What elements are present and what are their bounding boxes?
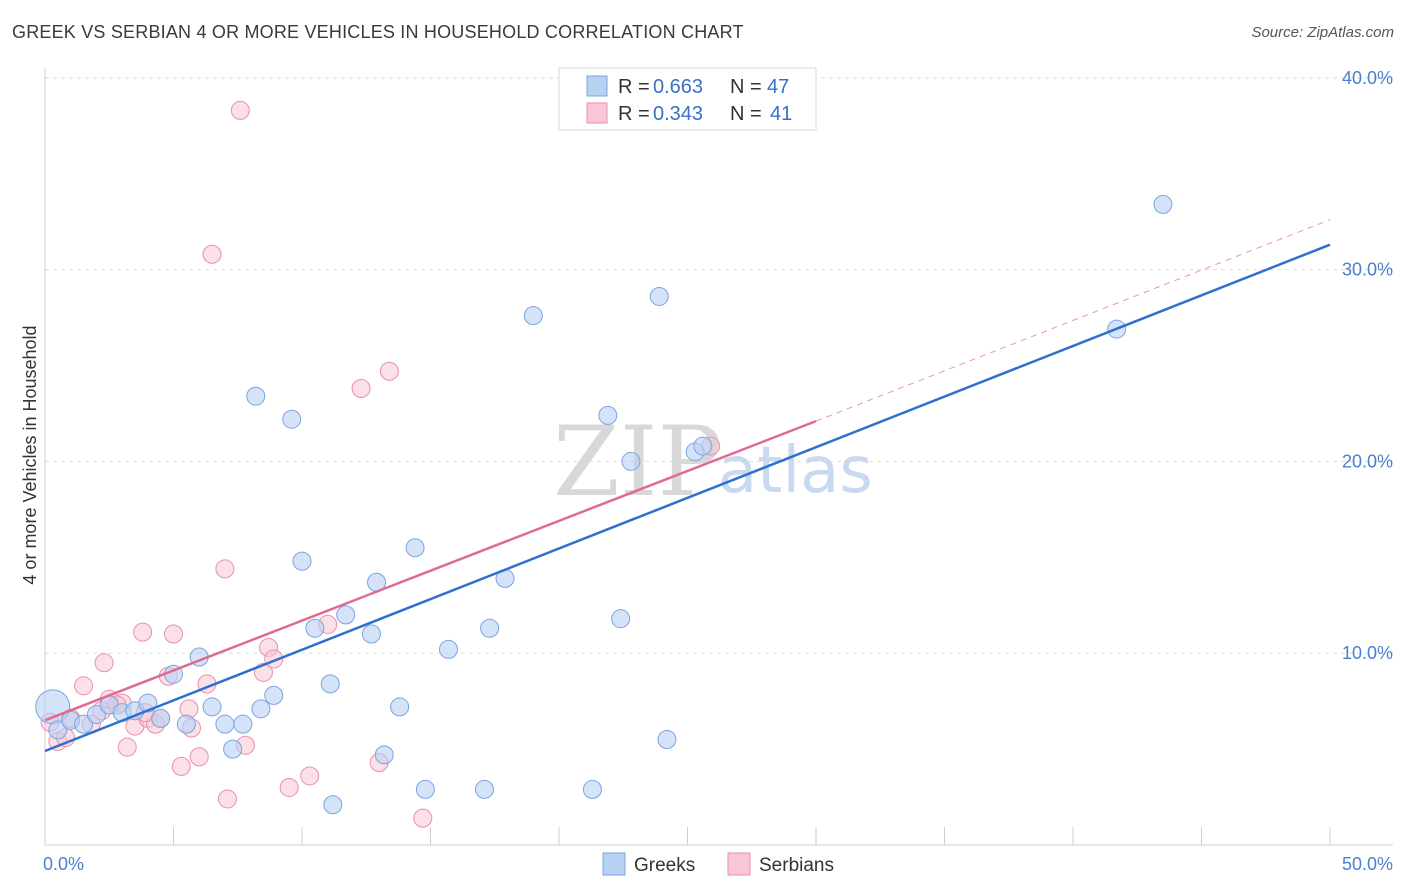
greeks-point: [86, 705, 106, 725]
greeks-point: [474, 779, 494, 799]
y-tick-label-1: 20.0%: [1342, 451, 1393, 471]
greeks-point: [611, 609, 631, 629]
serbians-trendline: [44, 419, 817, 722]
greeks-point: [336, 605, 356, 625]
legend-serbians-r-label: R =: [618, 103, 650, 125]
legend-serbians-n-value: 41: [770, 103, 792, 125]
serbians-point: [379, 361, 399, 381]
greeks-point: [215, 714, 235, 734]
greeks-point: [693, 436, 713, 456]
serbians-point: [202, 244, 222, 264]
greeks-point: [48, 720, 68, 740]
greeks-trendline: [44, 243, 1331, 753]
greeks-point: [323, 795, 343, 815]
greeks-point: [223, 739, 243, 759]
serbians-point: [217, 789, 237, 809]
bottom-legend: Greeks Serbians: [602, 852, 834, 876]
bottom-legend-greeks-swatch: [602, 852, 626, 876]
trendlines: [44, 219, 1331, 753]
y-tick-labels: 10.0% 20.0% 30.0% 40.0%: [1342, 68, 1393, 663]
grid: [45, 77, 1393, 654]
source-credit: Source: ZipAtlas.com: [1251, 24, 1394, 41]
greeks-point: [1153, 194, 1173, 214]
greeks-point: [598, 405, 618, 425]
greeks-point: [151, 708, 171, 728]
serbians-trendline-extension: [815, 219, 1331, 422]
greeks-point: [390, 697, 410, 717]
greeks-point: [523, 306, 543, 326]
serbians-point: [74, 676, 94, 696]
y-tick-label-0: 10.0%: [1342, 643, 1393, 663]
serbians-point: [164, 624, 183, 644]
serbians-point: [279, 777, 299, 797]
greeks-point: [361, 624, 381, 644]
y-tick-label-3: 40.0%: [1342, 68, 1393, 88]
serbians-point: [94, 653, 114, 673]
legend-greeks-r-value: 0.663: [653, 76, 703, 98]
greeks-point: [405, 538, 425, 558]
legend-greeks-n-value: 47: [767, 76, 789, 98]
greeks-point: [74, 714, 94, 734]
greeks-point: [582, 779, 602, 799]
greeks-point: [292, 551, 312, 571]
legend-greeks-n-label: N =: [730, 76, 762, 98]
greeks-point: [202, 697, 222, 717]
bottom-legend-greeks-label: Greeks: [634, 855, 695, 876]
greeks-point: [480, 618, 500, 638]
legend-greeks-r-label: R =: [618, 76, 650, 98]
legend: R = 0.663 N = 47 R = 0.343 N = 41: [558, 67, 817, 131]
serbians-point: [351, 379, 371, 399]
y-axis-label: 4 or more Vehicles in Household: [20, 325, 40, 584]
y-tick-label-2: 30.0%: [1342, 260, 1393, 280]
serbians-point: [133, 622, 153, 642]
legend-greeks-swatch: [586, 75, 608, 97]
greeks-point: [246, 386, 266, 406]
serbians-point: [300, 766, 320, 786]
greeks-point: [320, 674, 340, 694]
greeks-point: [649, 286, 669, 306]
greeks-point: [374, 745, 394, 765]
greeks-point: [264, 685, 284, 705]
watermark-atlas: atlas: [718, 434, 873, 508]
legend-serbians-n-label: N =: [730, 103, 762, 125]
serbians-point: [117, 737, 137, 757]
serbians-point: [215, 559, 235, 579]
legend-serbians-swatch: [586, 102, 608, 124]
serbians-point: [189, 747, 209, 767]
greeks-point: [657, 730, 677, 750]
bottom-legend-serbians-swatch: [727, 852, 751, 876]
greeks-point: [251, 699, 271, 719]
greeks-point: [305, 618, 325, 638]
x-tick-min: 0.0%: [43, 854, 84, 874]
greeks-point: [282, 409, 302, 429]
greeks-point: [621, 451, 641, 471]
serbians-point: [230, 100, 250, 120]
legend-serbians-r-value: 0.343: [653, 103, 703, 125]
chart-title: GREEK VS SERBIAN 4 OR MORE VEHICLES IN H…: [12, 22, 744, 42]
serbians-point: [413, 808, 433, 828]
greeks-point: [176, 714, 196, 734]
greeks-point: [415, 779, 435, 799]
greeks-points: [35, 194, 1173, 815]
greeks-point: [438, 639, 458, 659]
bottom-legend-serbians-label: Serbians: [759, 855, 834, 876]
x-tick-max: 50.0%: [1342, 854, 1393, 874]
greeks-point: [233, 714, 253, 734]
serbians-point: [171, 756, 191, 776]
